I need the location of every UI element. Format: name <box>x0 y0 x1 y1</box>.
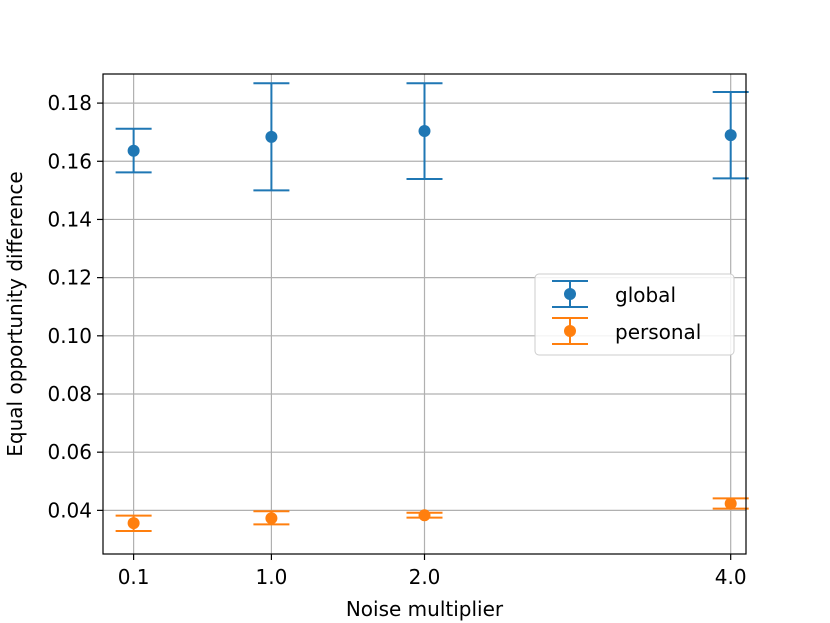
x-tick-label: 2.0 <box>409 565 441 589</box>
y-tick-label: 0.16 <box>47 149 92 173</box>
y-tick-label: 0.08 <box>47 382 92 406</box>
legend-marker <box>564 288 576 300</box>
legend-label: global <box>615 283 676 307</box>
x-axis-label: Noise multiplier <box>346 597 504 621</box>
x-tick-label: 0.1 <box>118 565 150 589</box>
data-point <box>127 517 140 530</box>
y-tick-label: 0.10 <box>47 324 92 348</box>
legend-frame <box>534 273 735 356</box>
data-point <box>265 130 278 143</box>
series-layer <box>115 82 749 533</box>
legend-marker <box>564 325 576 337</box>
data-point <box>418 509 431 522</box>
y-tick-label: 0.12 <box>47 266 92 290</box>
series-global <box>115 82 749 192</box>
ticks: 0.1 1.0 2.0 4.0 0.04 0.06 0.08 0.10 0.12 0.14 0.16… <box>47 91 746 589</box>
y-axis-label: Equal opportunity difference <box>3 171 27 456</box>
y-tick-label: 0.06 <box>47 440 92 464</box>
data-point <box>127 144 140 157</box>
x-tick-label: 1.0 <box>255 565 287 589</box>
data-point <box>724 497 737 510</box>
y-tick-label: 0.14 <box>47 207 92 231</box>
legend-item-personal: personal <box>552 317 701 345</box>
series-personal <box>115 497 749 533</box>
x-tick-label: 4.0 <box>715 565 747 589</box>
legend: global personal <box>534 273 735 356</box>
data-point <box>724 129 737 142</box>
legend-label: personal <box>615 320 701 344</box>
data-point <box>418 125 431 138</box>
legend-item-global: global <box>552 280 676 308</box>
y-tick-label: 0.04 <box>47 498 92 522</box>
data-point <box>265 512 278 525</box>
y-tick-label: 0.18 <box>47 91 92 115</box>
